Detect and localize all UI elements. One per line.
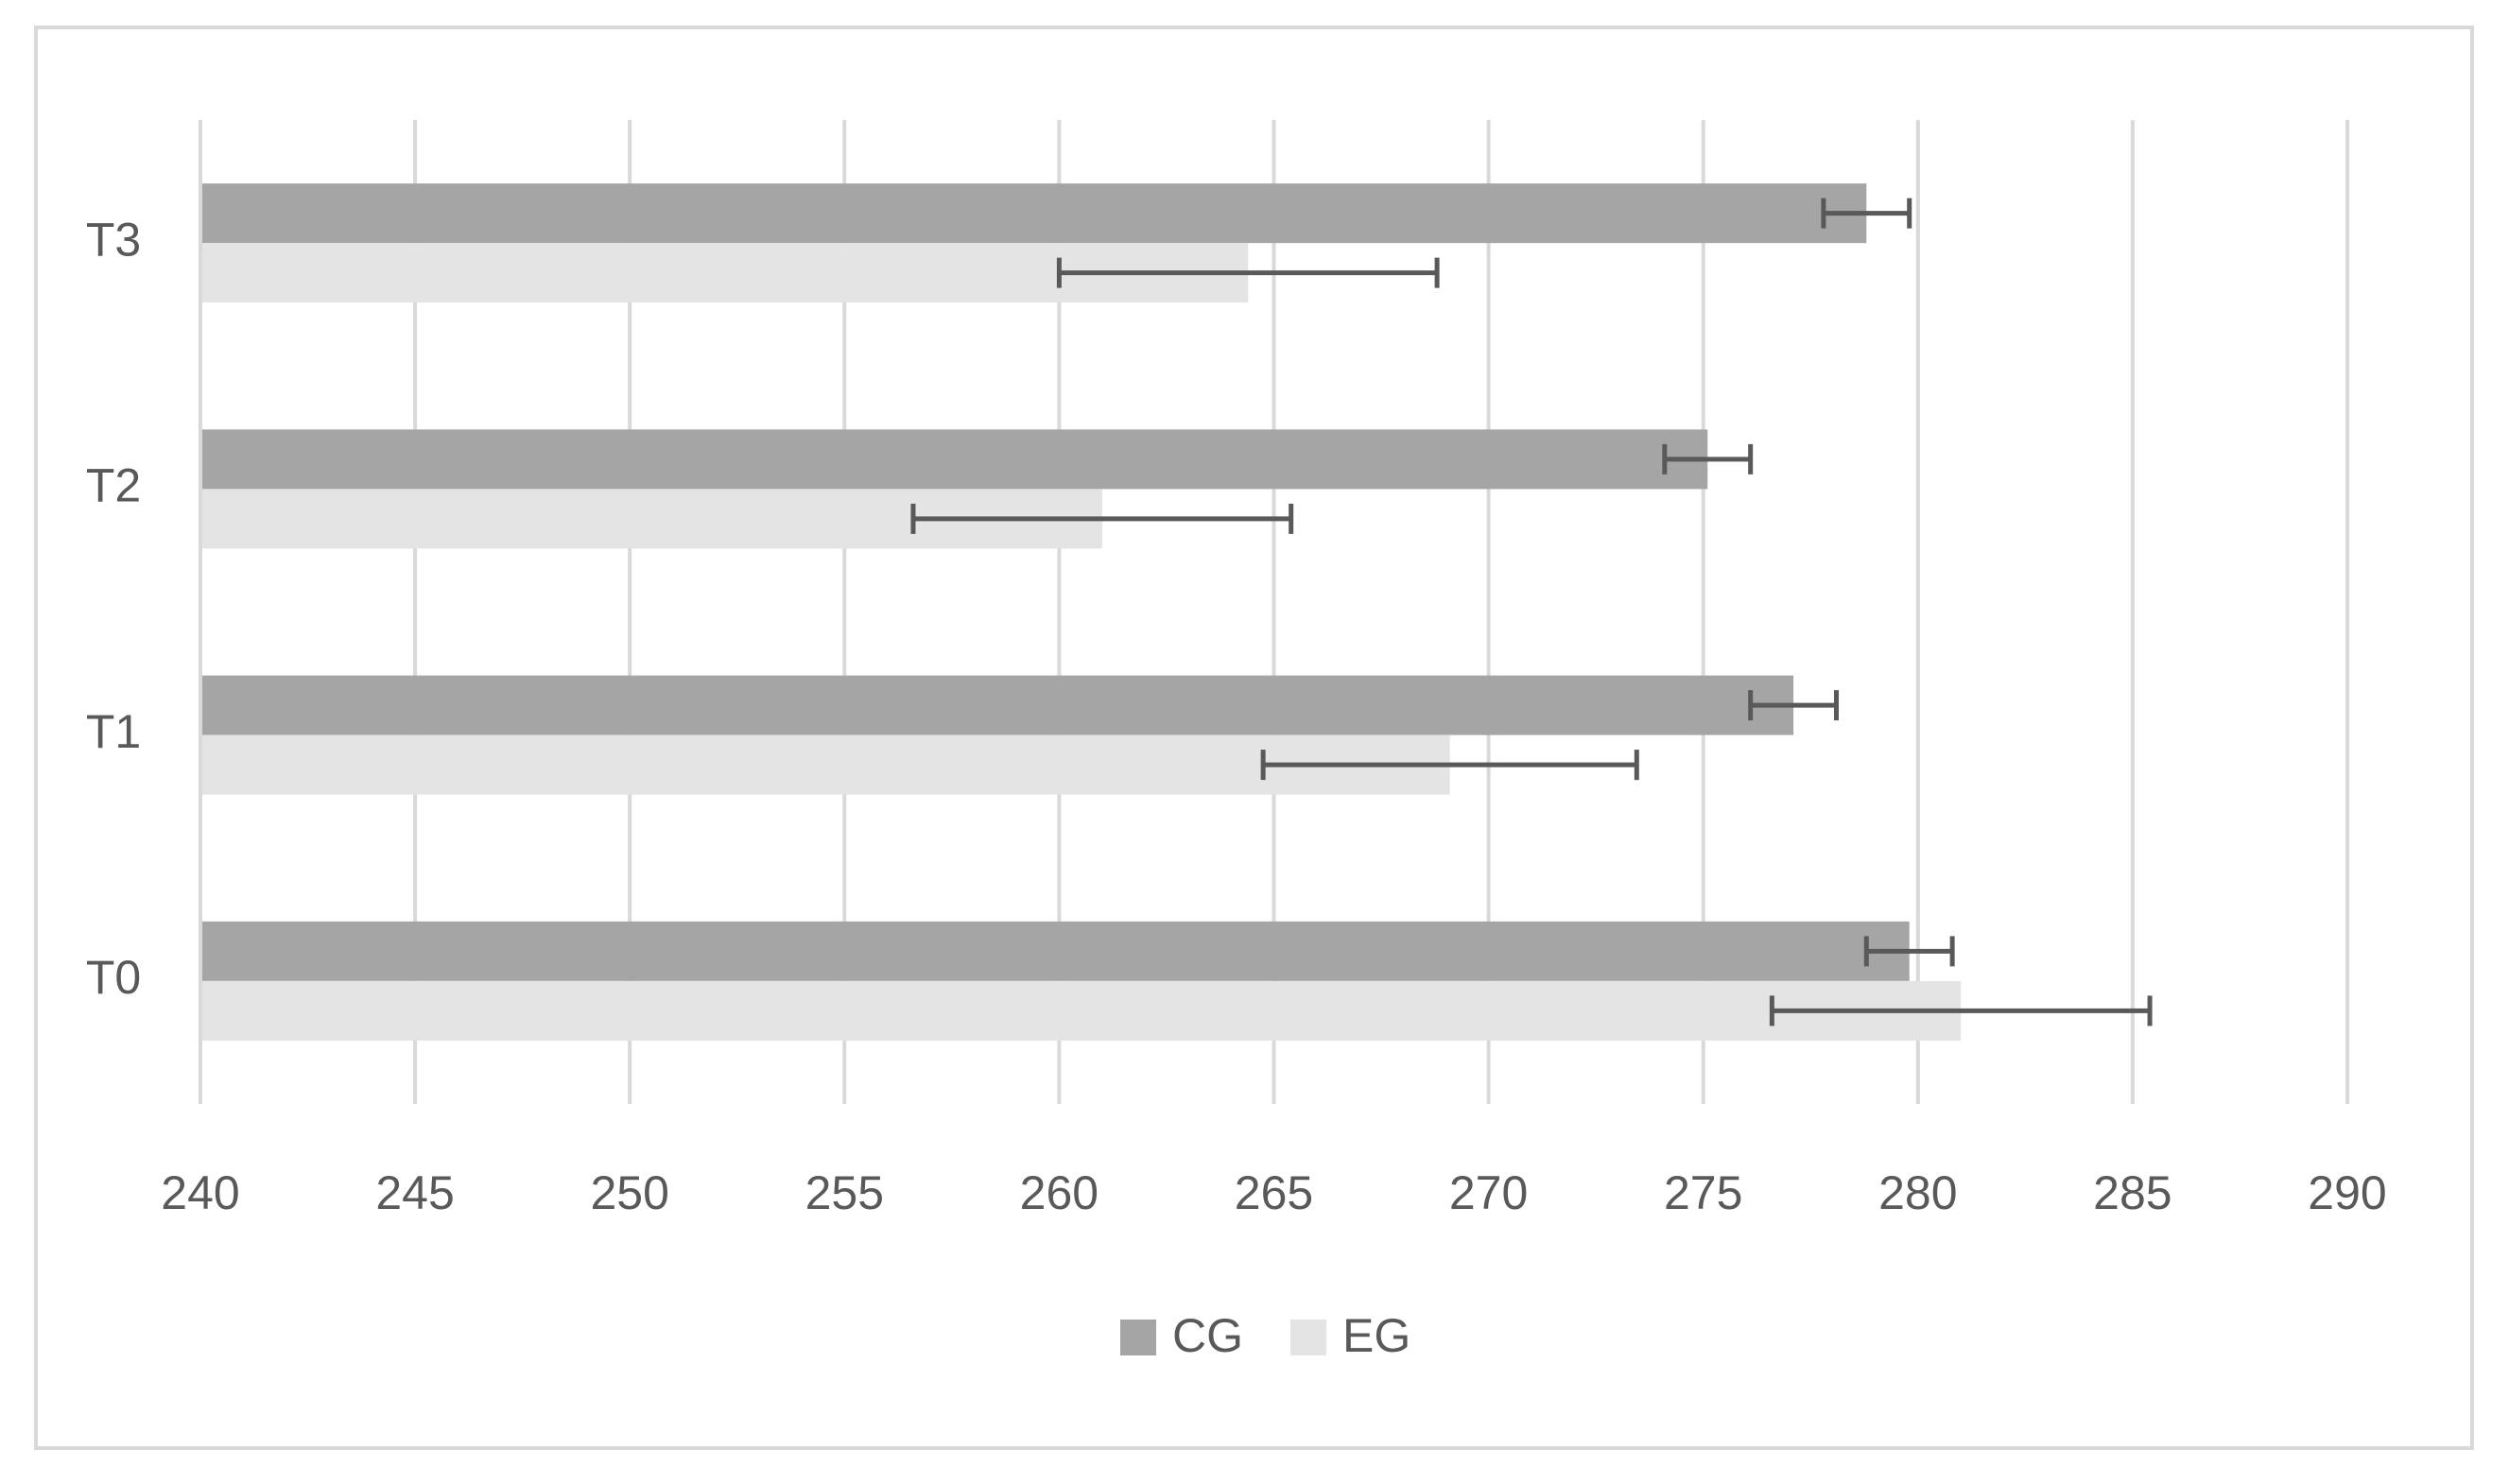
error-bar [1260, 750, 1639, 781]
bar [200, 734, 1450, 795]
x-tick-label: 245 [375, 1166, 454, 1219]
y-tick-label: T3 [86, 213, 141, 266]
x-tick-label: 285 [2093, 1166, 2172, 1219]
x-tick-label: 270 [1449, 1166, 1528, 1219]
x-tick-label: 240 [161, 1166, 239, 1219]
error-bar [1769, 995, 2153, 1027]
x-tick-label: 255 [805, 1166, 884, 1219]
y-tick-label: T2 [86, 459, 141, 512]
legend-label: CG [1172, 1309, 1243, 1362]
bar [200, 183, 1867, 244]
bar [200, 429, 1708, 490]
bar [200, 921, 1910, 981]
x-tick-label: 265 [1235, 1166, 1313, 1219]
legend-swatch [1290, 1320, 1326, 1355]
x-tick-label: 260 [1020, 1166, 1099, 1219]
bar [200, 675, 1794, 735]
y-tick-label: T0 [86, 951, 141, 1004]
bar [200, 980, 1962, 1041]
legend-swatch [1120, 1320, 1156, 1355]
x-tick-label: 250 [590, 1166, 668, 1219]
error-bar [1662, 443, 1754, 475]
error-bar [1056, 257, 1440, 288]
error-bar [1821, 198, 1912, 229]
y-tick-label: T1 [86, 705, 141, 758]
error-bar [910, 503, 1294, 534]
x-tick-label: 290 [2308, 1166, 2386, 1219]
error-bar [1748, 690, 1840, 721]
x-tick-label: 275 [1664, 1166, 1742, 1219]
legend-label: EG [1342, 1309, 1410, 1362]
error-bar [1863, 936, 1955, 967]
x-tick-label: 280 [1878, 1166, 1957, 1219]
